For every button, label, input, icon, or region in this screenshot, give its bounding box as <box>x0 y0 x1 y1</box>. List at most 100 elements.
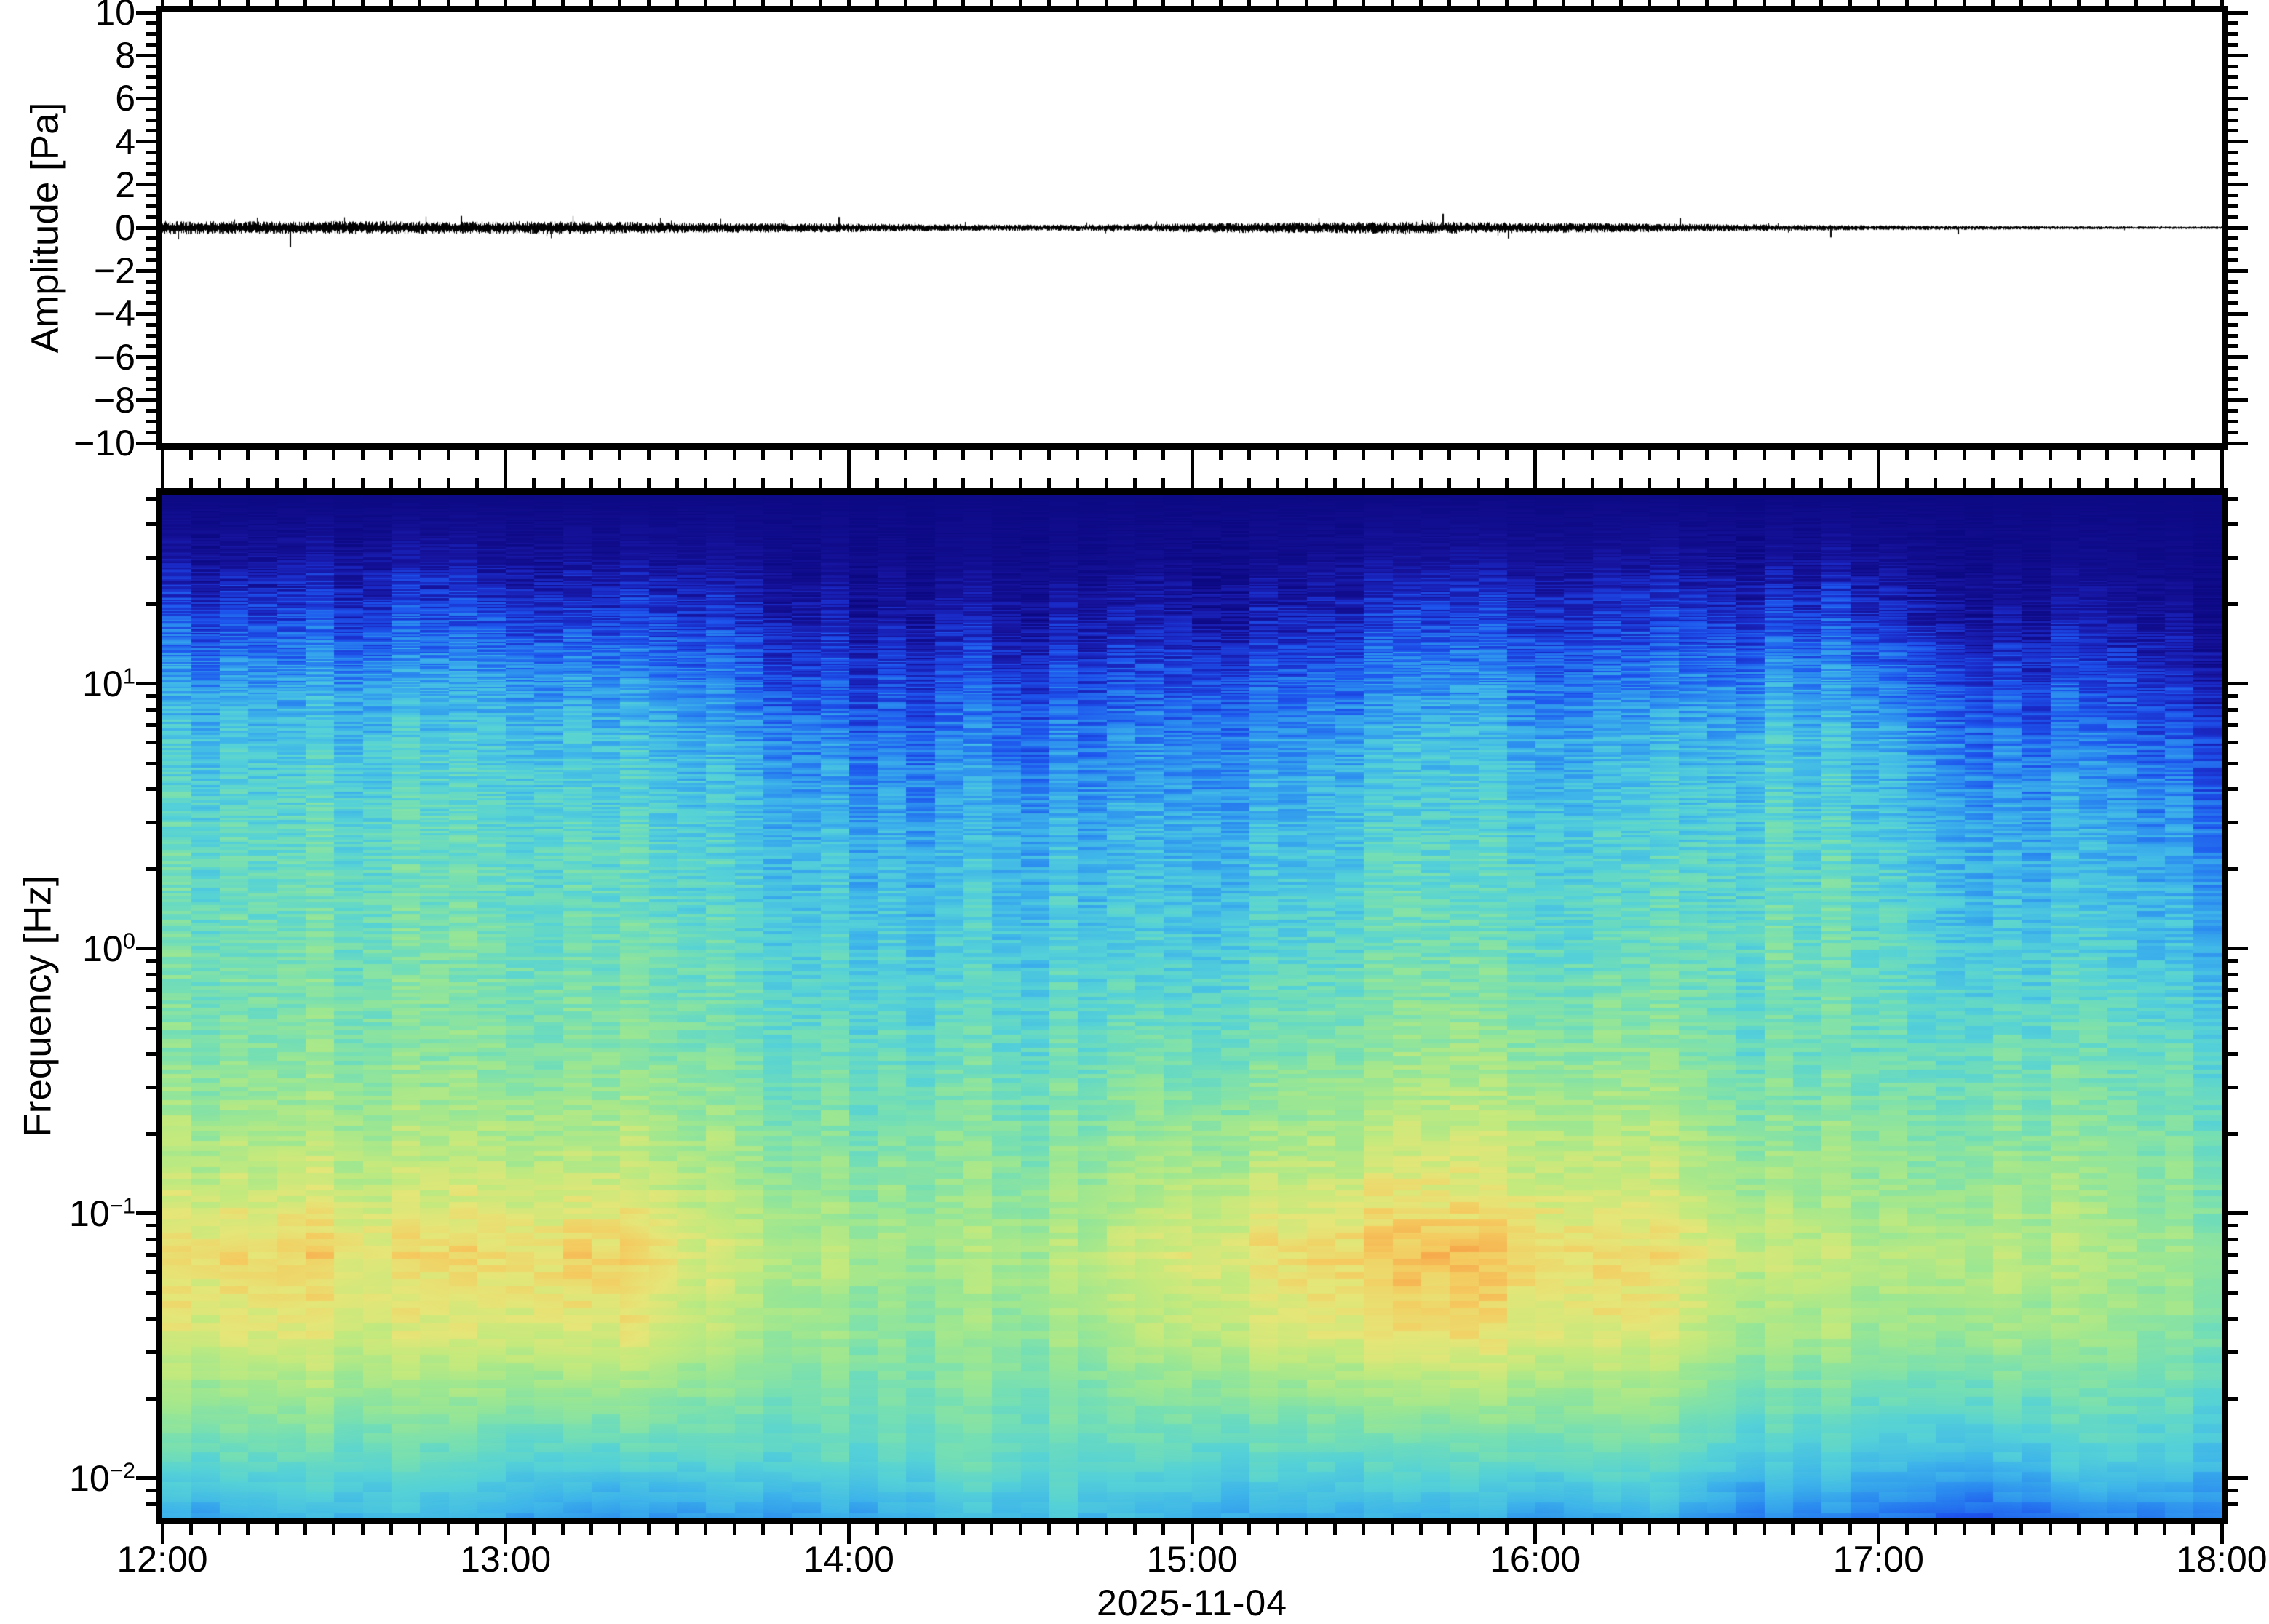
y-tick-amplitude-left <box>136 140 156 144</box>
x-tick-top-panel-bottom <box>246 450 250 460</box>
x-tick-spectrogram-bottom <box>2048 1524 2052 1535</box>
x-tick-spectrogram-bottom <box>1905 1524 1910 1535</box>
y-tick-frequency-left <box>136 947 156 951</box>
y-tick-amplitude-left <box>136 398 156 402</box>
y-tick-frequency-right <box>2228 1224 2238 1228</box>
x-tick-spectrogram-bottom <box>218 1524 222 1535</box>
y-tick-frequency-left <box>146 694 156 698</box>
x-tick-spectrogram-top <box>1390 478 1394 488</box>
x-tick-top-panel-top <box>904 0 908 6</box>
x-tick-spectrogram-bottom <box>1390 1524 1394 1535</box>
x-tick-spectrogram-bottom <box>274 1524 279 1535</box>
x-tick-spectrogram-bottom <box>532 1524 536 1535</box>
y-tick-amplitude-left <box>146 376 156 381</box>
x-tick-top-panel-bottom <box>1218 450 1223 460</box>
y-tick-amplitude-left <box>146 430 156 434</box>
x-tick-top-panel-top <box>875 0 880 6</box>
amplitude-tick-label: −10 <box>73 423 135 463</box>
y-tick-amplitude-left <box>146 333 156 338</box>
x-tick-spectrogram-top <box>1619 478 1624 488</box>
y-tick-amplitude-right <box>2228 21 2238 25</box>
x-tick-top-panel-top <box>1447 0 1452 6</box>
y-tick-frequency-right <box>2228 1052 2238 1056</box>
frequency-tick-label: 101 <box>82 663 135 704</box>
y-tick-frequency-left <box>146 1085 156 1089</box>
y-tick-amplitude-right <box>2228 344 2238 349</box>
x-tick-spectrogram-top <box>1648 478 1652 488</box>
x-tick-top-panel-bottom <box>732 450 736 460</box>
x-tick-spectrogram-top <box>1762 478 1766 488</box>
x-tick-top-panel-top <box>274 0 279 6</box>
x-tick-spectrogram-top <box>904 478 908 488</box>
x-tick-spectrogram-top <box>1218 478 1223 488</box>
x-tick-spectrogram-bottom <box>1991 1524 1995 1535</box>
x-tick-spectrogram-bottom <box>1418 1524 1423 1535</box>
x-tick-spectrogram-top <box>2076 478 2081 488</box>
x-tick-spectrogram-top <box>1790 478 1795 488</box>
y-tick-amplitude-right <box>2228 387 2238 391</box>
y-tick-amplitude-right <box>2228 376 2238 381</box>
x-tick-spectrogram-top <box>1676 478 1680 488</box>
x-tick-spectrogram-top <box>389 478 393 488</box>
y-tick-frequency-left <box>146 820 156 824</box>
x-tick-label: 18:00 <box>2176 1539 2268 1580</box>
y-tick-frequency-right <box>2228 761 2238 765</box>
x-tick-top-panel-bottom <box>1504 450 1509 460</box>
x-tick-spectrogram-top <box>875 478 880 488</box>
x-tick-spectrogram-bottom <box>1590 1524 1594 1535</box>
y-tick-amplitude-right <box>2228 86 2238 90</box>
x-tick-spectrogram-bottom <box>188 1524 193 1535</box>
x-tick-top-panel-top <box>1619 0 1624 6</box>
y-tick-frequency-left <box>146 522 156 527</box>
y-tick-frequency-left <box>136 1211 156 1216</box>
x-tick-spectrogram-top <box>303 478 308 488</box>
x-tick-spectrogram-top <box>1276 478 1280 488</box>
x-tick-top-panel-top <box>2048 0 2052 6</box>
x-tick-top-panel-top <box>474 0 479 6</box>
y-tick-frequency-right <box>2228 555 2238 560</box>
x-tick-spectrogram-bottom <box>1876 1524 1880 1544</box>
y-tick-amplitude-left <box>136 53 156 57</box>
x-tick-top-panel-top <box>1705 0 1709 6</box>
x-tick-spectrogram-top <box>2134 478 2138 488</box>
x-tick-top-panel-top <box>2019 0 2024 6</box>
x-tick-spectrogram-top <box>618 478 622 488</box>
x-tick-spectrogram-bottom <box>1362 1524 1366 1535</box>
y-tick-amplitude-right <box>2228 226 2248 230</box>
x-tick-top-panel-bottom <box>218 450 222 460</box>
x-tick-spectrogram-bottom <box>332 1524 336 1535</box>
x-tick-spectrogram-top <box>961 478 966 488</box>
y-tick-amplitude-right <box>2228 365 2238 370</box>
x-tick-spectrogram-bottom <box>446 1524 450 1535</box>
x-tick-spectrogram-bottom <box>1533 1524 1538 1544</box>
x-tick-spectrogram-top <box>1934 478 1938 488</box>
x-tick-top-panel-top <box>446 0 450 6</box>
x-tick-label: 17:00 <box>1832 1539 1924 1580</box>
x-tick-top-panel-top <box>1247 0 1252 6</box>
x-tick-spectrogram-top <box>704 478 708 488</box>
amplitude-tick-label: −8 <box>93 379 135 421</box>
x-tick-spectrogram-top <box>1104 478 1108 488</box>
y-tick-amplitude-left <box>146 344 156 349</box>
x-tick-spectrogram-top <box>1848 478 1852 488</box>
frequency-tick-exponent: −1 <box>109 1193 135 1219</box>
x-tick-spectrogram-top <box>1447 478 1452 488</box>
x-tick-spectrogram-bottom <box>704 1524 708 1535</box>
y-tick-frequency-left <box>146 1489 156 1493</box>
x-tick-top-panel-bottom <box>2220 450 2224 469</box>
x-tick-spectrogram-bottom <box>1790 1524 1795 1535</box>
y-tick-amplitude-right <box>2228 10 2248 15</box>
x-tick-top-panel-bottom <box>532 450 536 460</box>
x-tick-spectrogram-top <box>1876 469 1880 488</box>
x-tick-spectrogram-top <box>2162 478 2166 488</box>
y-tick-frequency-right <box>2228 522 2238 527</box>
y-tick-amplitude-right <box>2228 268 2248 273</box>
amplitude-tick-label: 6 <box>115 78 135 119</box>
x-tick-top-panel-bottom <box>1562 450 1566 460</box>
y-tick-amplitude-right <box>2228 183 2248 187</box>
x-tick-top-panel-top <box>1876 0 1880 6</box>
x-tick-spectrogram-top <box>1533 469 1538 488</box>
x-tick-top-panel-bottom <box>790 450 794 460</box>
x-tick-spectrogram-top <box>990 478 994 488</box>
y-tick-frequency-left <box>146 1317 156 1321</box>
